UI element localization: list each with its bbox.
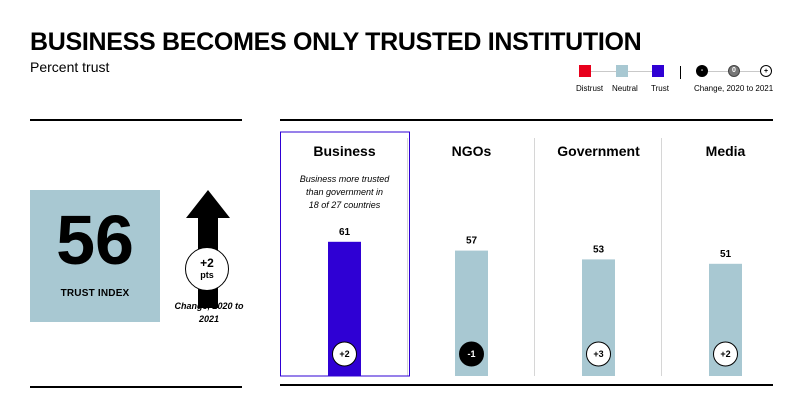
category-label-ngos: NGOs (452, 143, 492, 159)
chart-subtitle: Percent trust (30, 59, 110, 75)
trust-bar-chart: Business 61 +2 NGOs 57 -1 Government 53 +3 Media 5… (280, 131, 746, 377)
business-annotation: Business more trusted than government in 1… (300, 174, 391, 210)
legend-label-neutral: Neutral (612, 84, 638, 93)
chart-bottom-rule (280, 384, 773, 386)
change-badge-business (332, 341, 357, 367)
value-label-government: 53 (593, 244, 605, 255)
category-label-media: Media (706, 143, 746, 159)
category-label-business: Business (313, 143, 375, 159)
trust-index-box: 56 TRUST INDEX (30, 190, 160, 322)
value-label-media: 51 (720, 249, 732, 260)
category-label-government: Government (557, 143, 640, 159)
legend-change-zero-icon: 0 (728, 65, 740, 77)
chart-title: BUSINESS BECOMES ONLY TRUSTED INSTITUTIO… (30, 28, 642, 56)
change-value-government: +3 (593, 349, 603, 359)
chart-top-rule (280, 119, 773, 121)
legend-connector (628, 71, 652, 72)
legend-label-trust: Trust (651, 84, 669, 93)
legend-change-negative-icon: - (696, 65, 708, 77)
left-panel-top-rule (30, 119, 242, 121)
left-panel-bottom-rule (30, 386, 242, 388)
change-value-ngos: -1 (467, 349, 475, 359)
value-label-ngos: 57 (466, 236, 478, 247)
legend-swatch-distrust (579, 65, 591, 77)
legend-change-label: Change, 2020 to 2021 (694, 84, 774, 93)
trust-index-value: 56 (56, 201, 134, 279)
legend-swatch-trust (652, 65, 664, 77)
trust-index-change-value: +2 (200, 256, 214, 270)
trust-index-change-badge: +2 pts (185, 247, 229, 291)
change-badge-ngos (459, 341, 484, 367)
trust-index-change-caption: Change, 2020 to 2021 (174, 301, 244, 324)
legend-change-positive-icon: + (760, 65, 772, 77)
trust-index-label: TRUST INDEX (60, 288, 130, 299)
change-badge-media (713, 341, 738, 367)
legend-swatch-neutral (616, 65, 628, 77)
trust-index-change-unit: pts (200, 270, 214, 280)
change-value-business: +2 (339, 349, 349, 359)
change-badge-government (586, 341, 611, 367)
value-label-business: 61 (339, 227, 351, 238)
change-value-media: +2 (720, 349, 730, 359)
legend-connector (591, 71, 616, 72)
legend-separator (680, 66, 681, 79)
legend-label-distrust: Distrust (576, 84, 604, 93)
